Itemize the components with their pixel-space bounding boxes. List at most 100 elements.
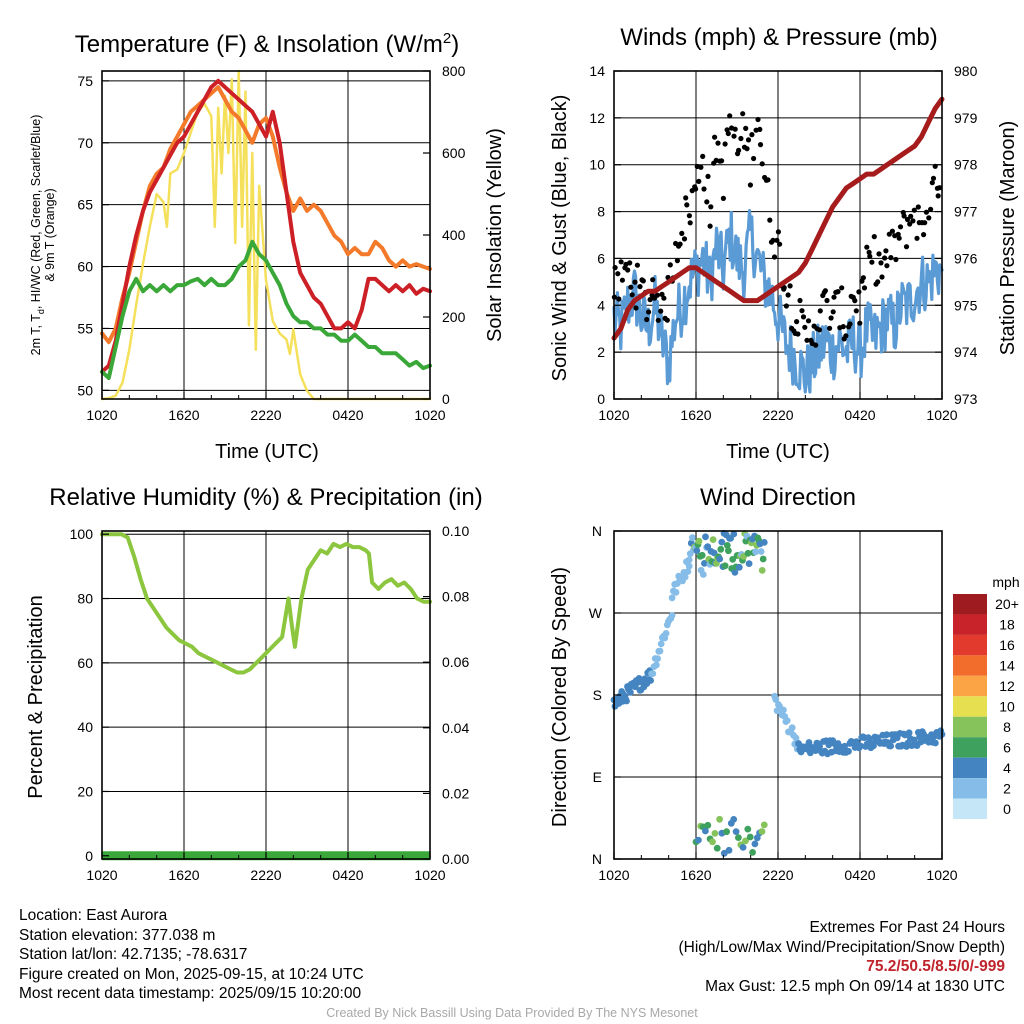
humidity-title: Relative Humidity (%) & Precipitation (i… <box>49 484 482 511</box>
temperature-plot-area: 1020 1620 2220 0420 1020 50 55 60 65 70 75 0 200 400 6… <box>77 63 465 423</box>
gust-point <box>619 277 626 283</box>
gust-point <box>867 253 873 259</box>
gust-point <box>907 221 913 227</box>
gust-point <box>852 298 858 304</box>
y2-tick-label: 0.08 <box>442 589 469 605</box>
direction-point <box>698 551 706 559</box>
gust-point <box>799 308 805 314</box>
gust-point <box>677 241 683 247</box>
gust-point <box>884 263 890 269</box>
gust-point <box>664 317 670 323</box>
direction-point <box>757 548 765 555</box>
gust-point <box>679 230 685 236</box>
y-tick-label: 8 <box>597 204 605 220</box>
colorbar-swatch <box>953 614 987 635</box>
gust-point <box>817 308 823 314</box>
gust-point <box>835 289 841 295</box>
gust-point <box>757 126 763 132</box>
gust-point <box>696 178 702 184</box>
direction-point <box>857 742 864 750</box>
y2-tick-label: 0.10 <box>442 523 469 539</box>
y-tick-label: 4 <box>597 297 605 313</box>
gust-point <box>740 111 746 117</box>
gust-point <box>864 244 870 250</box>
humidity-plot-area: 1020 1620 2220 0420 1020 0 20 40 60 80 100 0.00 0.02… <box>70 523 470 883</box>
x-tick-label: 1020 <box>598 407 629 423</box>
direction-point <box>657 640 665 648</box>
x-tick-label: 2220 <box>762 407 793 423</box>
x-tick-label: 1020 <box>86 867 117 883</box>
humidity-y-axis-label: Percent & Precipitation <box>25 595 47 798</box>
y-tick-label: 60 <box>77 259 93 275</box>
gust-point <box>922 220 928 226</box>
direction-point <box>758 567 766 574</box>
gust-point <box>856 289 862 295</box>
direction-point <box>649 670 657 677</box>
gust-point <box>831 294 837 300</box>
direction-point <box>792 734 800 742</box>
colorbar-label: 6 <box>1003 739 1011 755</box>
direction-point <box>716 555 724 563</box>
gust-point <box>910 218 916 224</box>
direction-point <box>681 573 689 581</box>
direction-point <box>668 594 676 602</box>
latest-data-timestamp: Most recent data timestamp: 2025/09/15 1… <box>19 985 362 1002</box>
gust-point <box>632 279 638 285</box>
dewpoint-line <box>100 239 432 380</box>
y-tick-label: 60 <box>77 655 93 671</box>
gust-point <box>903 244 910 250</box>
gust-point <box>722 141 728 147</box>
direction-tick-label: S <box>593 687 602 703</box>
gust-point <box>824 297 830 304</box>
direction-point <box>735 834 742 841</box>
figure-created: Figure created on Mon, 2025-09-15, at 10… <box>19 965 364 983</box>
gust-point <box>921 232 927 238</box>
gust-point <box>802 324 808 330</box>
gust-point <box>708 204 714 210</box>
colorbar-label: 0 <box>1003 801 1011 817</box>
gust-point <box>765 177 771 183</box>
gust-point <box>627 260 633 266</box>
gust-point <box>693 186 699 192</box>
colorbar-label: 20+ <box>995 596 1019 612</box>
gust-point <box>704 199 710 205</box>
direction-point <box>739 844 747 851</box>
direction-point <box>730 816 738 823</box>
gust-point <box>747 182 754 188</box>
temp-9m-line <box>100 85 432 345</box>
x-tick-label: 1020 <box>86 407 117 423</box>
y-tick-label: 0 <box>597 391 605 407</box>
gust-point <box>751 155 757 162</box>
gust-point <box>813 342 819 348</box>
colorbar-swatch <box>953 778 987 799</box>
max-gust: Max Gust: 12.5 mph On 09/14 at 1830 UTC <box>705 977 1005 995</box>
direction-point <box>699 571 707 578</box>
temperature-y-axis-label: 2m T, Td, HI/WC (Red, Green, Scarlet/Blu… <box>29 115 46 356</box>
gust-point <box>700 153 706 159</box>
wind-direction-y-axis-label: Direction (Colored By Speed) <box>549 567 571 827</box>
winds-y-axis-label: Sonic Wind & Gust (Blue, Black) <box>549 95 571 382</box>
direction-point <box>717 545 725 553</box>
gust-point <box>720 195 727 201</box>
gust-point <box>897 224 904 230</box>
x-tick-label: 0420 <box>844 407 875 423</box>
direction-point <box>695 537 703 545</box>
gust-point <box>640 278 646 284</box>
direction-point <box>721 562 729 570</box>
y-tick-label: 14 <box>589 63 605 79</box>
direction-point <box>672 588 680 596</box>
gust-point <box>904 216 911 223</box>
colorbar-swatch <box>953 798 987 819</box>
gust-point <box>646 309 652 315</box>
gust-point <box>857 320 863 326</box>
gust-point <box>615 271 621 277</box>
y-tick-label: 70 <box>77 135 93 151</box>
direction-point <box>788 724 796 732</box>
gust-point <box>882 255 888 261</box>
extremes-fields: (High/Low/Max Wind/Precipitation/Snow De… <box>678 938 1006 956</box>
gust-point <box>914 235 920 241</box>
gust-point <box>744 146 750 152</box>
direction-point <box>662 630 670 637</box>
x-tick-label: 2220 <box>762 867 793 883</box>
direction-point <box>684 568 692 575</box>
